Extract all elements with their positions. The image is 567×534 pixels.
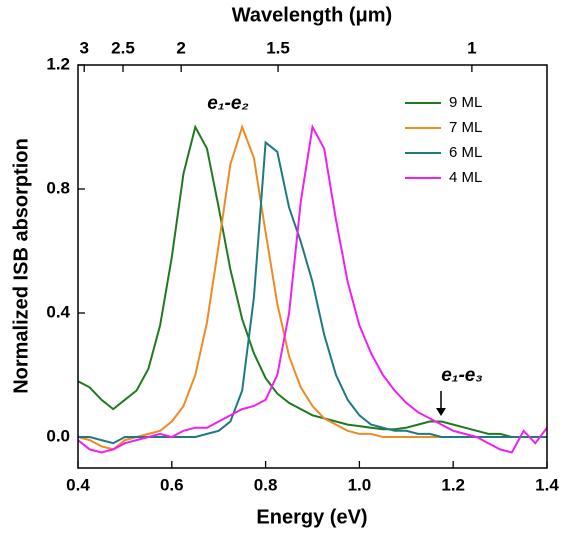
- x-tick-label: 1.0: [348, 475, 372, 494]
- y-tick-label: 0.0: [46, 426, 70, 445]
- series-line: [78, 140, 547, 445]
- x-tick-label: 1.4: [535, 475, 559, 494]
- legend-label: 7 ML: [449, 119, 482, 136]
- x2-tick-label: 2.5: [111, 38, 135, 57]
- series-line: [78, 123, 547, 454]
- x-tick-label: 0.8: [254, 475, 278, 494]
- x2-tick-label: 1: [467, 38, 476, 57]
- x-tick-label: 1.2: [441, 475, 465, 494]
- y-tick-label: 0.8: [46, 178, 70, 197]
- legend-label: 6 ML: [449, 144, 482, 161]
- series-line: [78, 124, 547, 438]
- y-axis-label: Normalized ISB absorption: [10, 138, 32, 394]
- annotation: e₁-e₃: [441, 365, 483, 386]
- plot-frame: [77, 64, 548, 469]
- x-tick-label: 0.6: [160, 475, 184, 494]
- x2-tick-label: 1.5: [266, 38, 290, 57]
- legend-label: 9 ML: [449, 94, 482, 111]
- annotation: e₁-e₂: [207, 93, 248, 114]
- y-tick-label: 1.2: [46, 54, 70, 73]
- x2-tick-label: 2: [176, 38, 185, 57]
- x2-tick-label: 3: [79, 38, 88, 57]
- legend-label: 4 ML: [449, 169, 482, 186]
- arrow-head: [436, 408, 446, 416]
- y-tick-label: 0.4: [46, 302, 70, 321]
- x-tick-label: 0.4: [66, 475, 90, 494]
- x2-axis-label: Wavelength (μm): [232, 4, 392, 26]
- x-axis-label: Energy (eV): [256, 506, 367, 528]
